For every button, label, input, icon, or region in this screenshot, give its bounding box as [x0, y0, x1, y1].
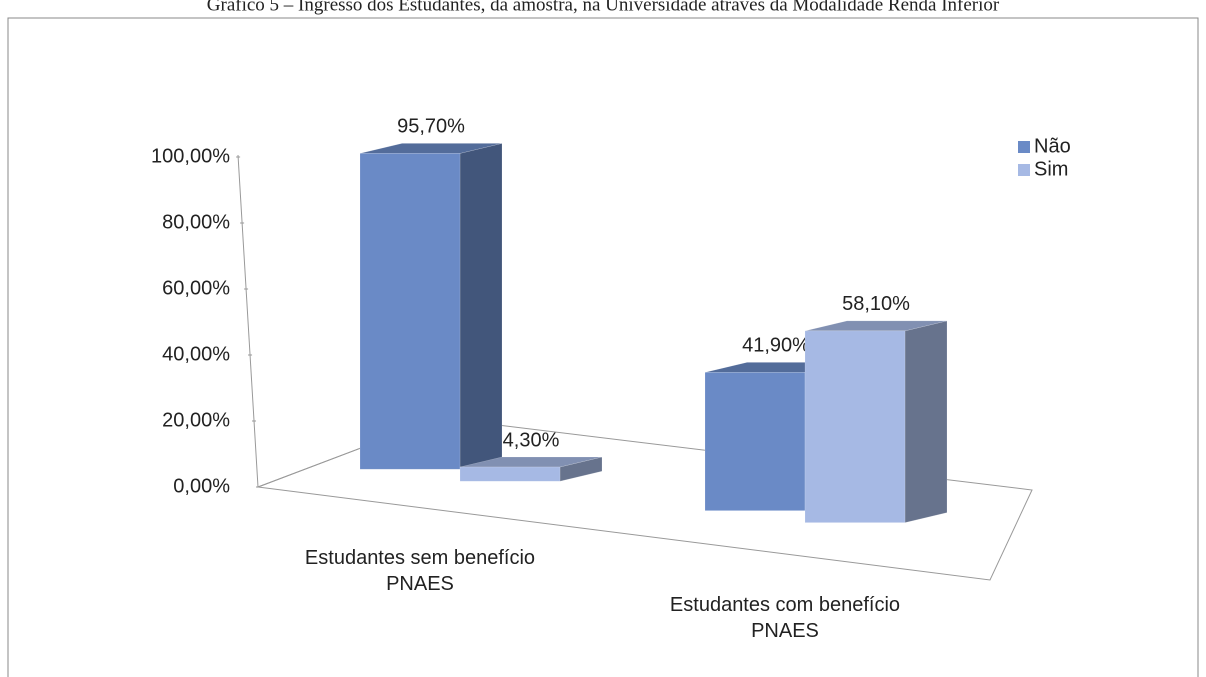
legend-swatch	[1018, 164, 1030, 176]
y-tick-label: 60,00%	[162, 277, 230, 299]
bar	[804, 320, 948, 523]
data-label: 4,30%	[503, 429, 560, 451]
x-tick-label: Estudantes sem benefício PNAES	[304, 547, 536, 595]
bar-front	[804, 330, 906, 523]
y-tick-label: 80,00%	[162, 211, 230, 233]
x-tick-label: Estudantes com benefício PNAES	[669, 594, 901, 642]
bar	[459, 456, 603, 482]
y-tick-label: 100,00%	[151, 145, 230, 167]
data-label: 41,90%	[742, 335, 810, 357]
bar-front	[704, 372, 806, 511]
chart-frame	[7, 17, 1199, 677]
y-tick-label: 20,00%	[162, 409, 230, 431]
bar-front	[459, 466, 561, 482]
bar-side	[904, 320, 948, 523]
data-label: 58,10%	[842, 293, 910, 315]
legend-swatch	[1018, 141, 1030, 153]
legend-label: Sim	[1034, 158, 1068, 180]
bar-side	[459, 143, 503, 470]
legend-label: Não	[1034, 135, 1071, 157]
y-tick-label: 0,00%	[173, 475, 230, 497]
bar	[359, 143, 503, 470]
chart-title: Gráfico 5 – Ingresso dos Estudantes, da …	[207, 0, 1000, 15]
y-tick-label: 40,00%	[162, 343, 230, 365]
data-label: 95,70%	[397, 116, 465, 138]
bar-front	[359, 153, 461, 470]
